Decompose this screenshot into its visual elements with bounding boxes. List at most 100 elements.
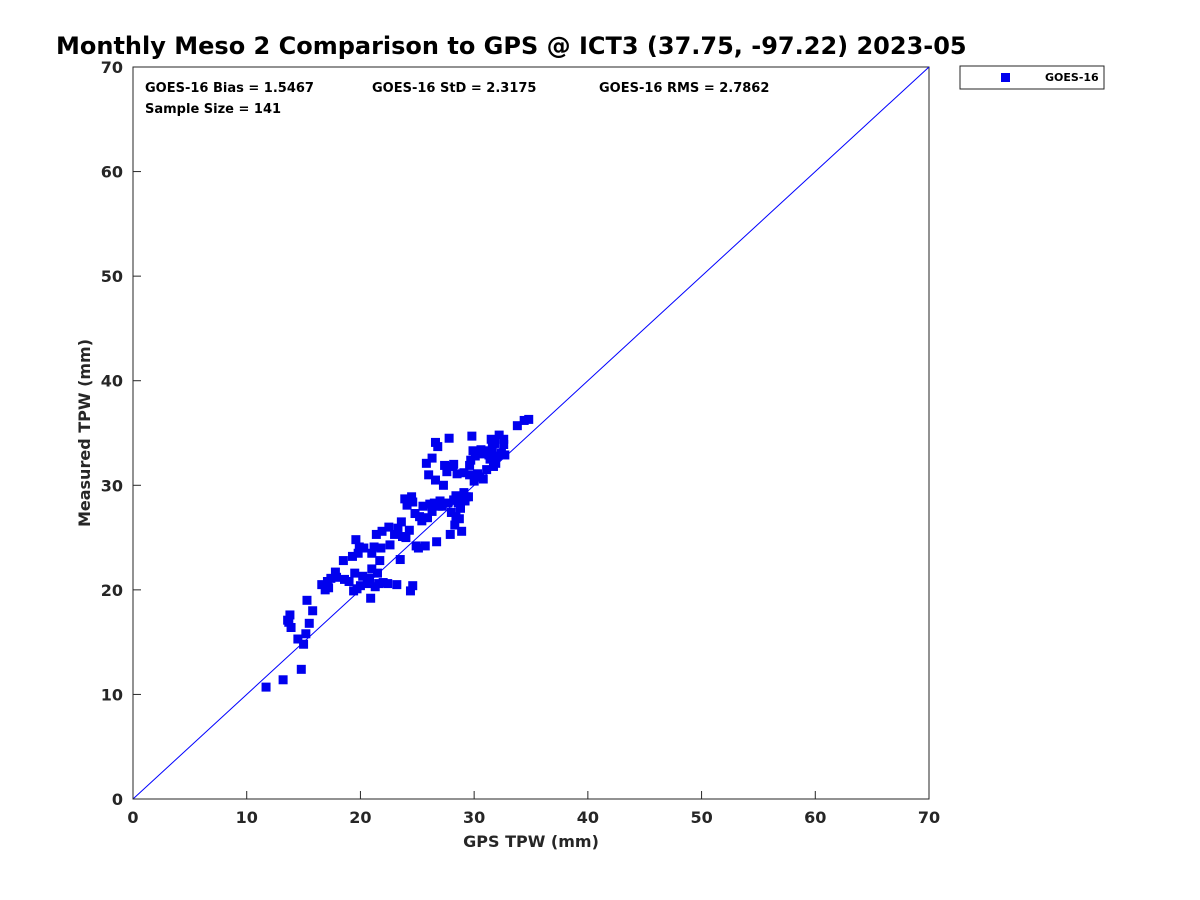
data-point — [418, 501, 428, 511]
data-point — [429, 498, 439, 508]
x-tick-label: 50 — [690, 808, 712, 827]
x-tick-label: 30 — [463, 808, 485, 827]
data-point — [438, 480, 448, 490]
data-point — [374, 579, 384, 589]
data-point — [499, 440, 509, 450]
data-point — [470, 451, 480, 461]
data-point — [351, 535, 361, 545]
data-point — [358, 571, 368, 581]
x-tick-label: 20 — [349, 808, 371, 827]
x-tick-label: 10 — [236, 808, 258, 827]
data-point — [524, 414, 534, 424]
y-tick-label: 70 — [101, 58, 123, 77]
data-point — [369, 542, 379, 552]
data-point — [402, 500, 412, 510]
data-point — [308, 606, 318, 616]
data-points — [261, 414, 534, 692]
data-point — [430, 475, 440, 485]
data-point — [362, 579, 372, 589]
data-point — [463, 492, 473, 502]
data-point — [421, 458, 431, 468]
rms-stat: GOES-16 RMS = 2.7862 — [599, 81, 769, 96]
data-point — [432, 537, 442, 547]
data-point — [354, 542, 364, 552]
legend-marker — [1001, 73, 1010, 82]
x-tick-label: 0 — [127, 808, 138, 827]
data-point — [302, 595, 312, 605]
data-point — [317, 580, 327, 590]
data-point — [350, 568, 360, 578]
data-point — [322, 576, 332, 586]
data-point — [492, 451, 502, 461]
x-tick-label: 70 — [918, 808, 940, 827]
data-point — [444, 433, 454, 443]
data-point — [455, 503, 465, 513]
data-point — [395, 555, 405, 565]
data-point — [437, 501, 447, 511]
data-point — [469, 476, 479, 486]
data-point — [482, 465, 492, 475]
data-point — [457, 526, 467, 536]
data-point — [454, 514, 464, 524]
data-point — [393, 523, 403, 533]
data-point — [445, 529, 455, 539]
data-point — [459, 468, 469, 478]
data-point — [452, 469, 462, 479]
data-point — [344, 576, 354, 586]
data-point — [478, 474, 488, 484]
bias-stat: GOES-16 Bias = 1.5467 — [145, 81, 314, 96]
data-point — [404, 525, 414, 535]
x-axis-ticks: 0 10 20 30 40 50 60 70 — [127, 791, 940, 827]
data-point — [385, 540, 395, 550]
data-point — [367, 548, 377, 558]
data-point — [376, 543, 386, 553]
data-point — [408, 581, 418, 591]
data-point — [467, 431, 477, 441]
data-point — [372, 568, 382, 578]
data-point — [425, 499, 435, 509]
data-point — [340, 574, 350, 584]
data-point — [390, 529, 400, 539]
y-tick-label: 50 — [101, 267, 123, 286]
data-point — [494, 430, 504, 440]
data-point — [477, 449, 487, 459]
legend: GOES-16 — [959, 65, 1105, 90]
sample-size-stat: Sample Size = 141 — [145, 102, 281, 117]
y-tick-label: 40 — [101, 372, 123, 391]
data-point — [427, 506, 437, 516]
data-point — [330, 567, 340, 577]
data-point — [304, 618, 314, 628]
data-point — [301, 629, 311, 639]
data-point — [396, 517, 406, 527]
data-point — [366, 593, 376, 603]
plot-area — [132, 66, 930, 800]
data-point — [384, 522, 394, 532]
y-tick-label: 60 — [101, 163, 123, 182]
std-stat: GOES-16 StD = 2.3175 — [372, 81, 536, 96]
data-point — [299, 639, 309, 649]
data-point — [285, 610, 295, 620]
data-point — [442, 467, 452, 477]
data-point — [453, 498, 463, 508]
data-point — [499, 434, 509, 444]
data-point — [278, 675, 288, 685]
data-point — [367, 564, 377, 574]
data-point — [400, 494, 410, 504]
data-point — [353, 548, 363, 558]
data-point — [401, 533, 411, 543]
data-point — [383, 579, 393, 589]
data-point — [392, 580, 402, 590]
x-axis-label: GPS TPW (mm) — [463, 832, 599, 851]
data-point — [261, 682, 271, 692]
data-point — [466, 455, 476, 465]
data-point — [451, 491, 461, 501]
data-point — [519, 415, 529, 425]
data-point — [296, 664, 306, 674]
y-tick-label: 20 — [101, 581, 123, 600]
data-point — [468, 446, 478, 456]
data-point — [450, 520, 460, 530]
data-point — [284, 617, 294, 627]
data-point — [375, 556, 385, 566]
data-point — [423, 513, 433, 523]
